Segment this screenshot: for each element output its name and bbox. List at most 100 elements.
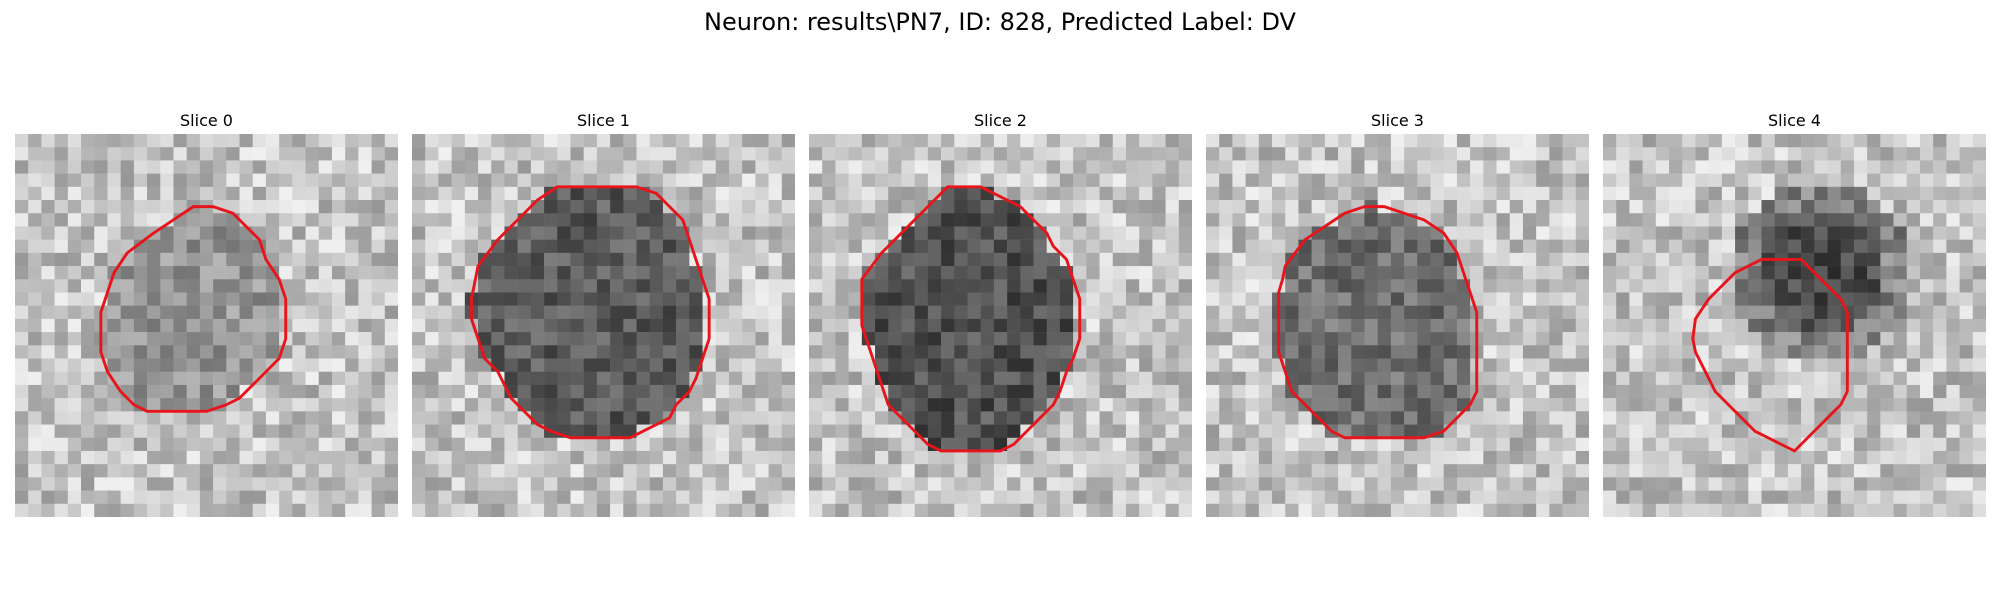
image-pixel — [1377, 266, 1392, 280]
image-pixel — [1152, 398, 1166, 412]
image-pixel — [160, 186, 174, 201]
image-pixel — [1139, 147, 1153, 161]
image-pixel — [1669, 503, 1683, 517]
image-pixel — [120, 437, 135, 452]
image-pixel — [610, 411, 624, 425]
image-pixel — [239, 318, 253, 333]
image-pixel — [425, 437, 439, 452]
image-pixel — [954, 332, 968, 346]
image-pixel — [1972, 134, 1986, 148]
image-pixel — [305, 279, 320, 293]
image-pixel — [1629, 292, 1643, 306]
image-pixel — [1919, 173, 1934, 188]
image-pixel — [1603, 134, 1617, 148]
image-pixel — [1285, 200, 1299, 214]
image-pixel — [1906, 213, 1921, 227]
image-pixel — [28, 213, 42, 227]
image-pixel — [1178, 266, 1192, 280]
image-pixel — [1708, 490, 1723, 505]
image-pixel — [1417, 450, 1431, 465]
image-pixel — [358, 358, 372, 372]
image-pixel — [676, 305, 690, 320]
image-pixel — [1086, 252, 1100, 267]
image-pixel — [1112, 424, 1127, 439]
image-pixel — [1708, 358, 1723, 372]
image-pixel — [927, 332, 942, 346]
image-pixel — [1867, 450, 1881, 465]
image-pixel — [1139, 200, 1153, 214]
image-pixel — [822, 332, 836, 346]
image-pixel — [1735, 398, 1749, 412]
image-pixel — [199, 371, 214, 386]
image-pixel — [1867, 318, 1881, 333]
image-pixel — [781, 424, 795, 439]
image-pixel — [1669, 411, 1683, 425]
image-pixel — [81, 160, 95, 174]
image-pixel — [147, 279, 161, 293]
image-pixel — [1575, 200, 1589, 214]
image-pixel — [755, 503, 769, 517]
image-pixel — [318, 266, 333, 280]
image-pixel — [623, 411, 637, 425]
image-pixel — [412, 186, 426, 201]
image-pixel — [252, 279, 267, 293]
image-pixel — [822, 252, 836, 267]
image-pixel — [1946, 226, 1960, 240]
image-pixel — [1695, 464, 1709, 478]
image-pixel — [1232, 450, 1246, 465]
image-pixel — [239, 173, 253, 188]
image-pixel — [1112, 200, 1127, 214]
image-pixel — [1748, 332, 1762, 346]
image-pixel — [1603, 318, 1617, 333]
image-pixel — [1880, 266, 1894, 280]
image-pixel — [570, 424, 584, 439]
image-pixel — [1390, 226, 1405, 240]
image-pixel — [1073, 490, 1087, 505]
image-pixel — [1787, 490, 1802, 505]
image-pixel — [213, 437, 227, 452]
image-pixel — [15, 160, 29, 174]
image-pixel — [1972, 503, 1986, 517]
image-pixel — [265, 332, 280, 346]
image-pixel — [530, 239, 545, 254]
image-pixel — [1814, 160, 1828, 174]
image-pixel — [980, 134, 995, 148]
image-pixel — [954, 384, 968, 399]
image-pixel — [941, 477, 955, 491]
image-pixel — [1219, 279, 1233, 293]
image-pixel — [1272, 464, 1286, 478]
image-pixel — [226, 186, 240, 201]
image-pixel — [1046, 424, 1061, 439]
image-pixel — [848, 424, 863, 439]
image-pixel — [186, 464, 201, 478]
image-pixel — [623, 477, 637, 491]
image-pixel — [1906, 477, 1921, 491]
image-pixel — [610, 437, 624, 452]
image-pixel — [623, 345, 637, 359]
image-pixel — [1258, 305, 1273, 320]
image-pixel — [1470, 226, 1484, 240]
image-pixel — [1033, 134, 1047, 148]
image-pixel — [1748, 279, 1762, 293]
image-pixel — [1311, 332, 1326, 346]
image-pixel — [1258, 477, 1273, 491]
image-pixel — [662, 464, 677, 478]
image-pixel — [835, 134, 849, 148]
image-pixel — [1351, 490, 1365, 505]
image-pixel — [1761, 239, 1775, 254]
image-pixel — [15, 252, 29, 267]
image-pixel — [173, 503, 187, 517]
image-pixel — [279, 147, 293, 161]
image-pixel — [768, 252, 783, 267]
image-pixel — [623, 305, 637, 320]
image-pixel — [412, 464, 426, 478]
image-pixel — [1642, 305, 1657, 320]
image-pixel — [412, 213, 426, 227]
image-pixel — [1603, 345, 1617, 359]
image-pixel — [1178, 464, 1192, 478]
image-pixel — [213, 371, 227, 386]
image-pixel — [1496, 437, 1511, 452]
slice-title: Slice 1 — [577, 111, 630, 130]
image-pixel — [822, 437, 836, 452]
image-pixel — [927, 200, 942, 214]
